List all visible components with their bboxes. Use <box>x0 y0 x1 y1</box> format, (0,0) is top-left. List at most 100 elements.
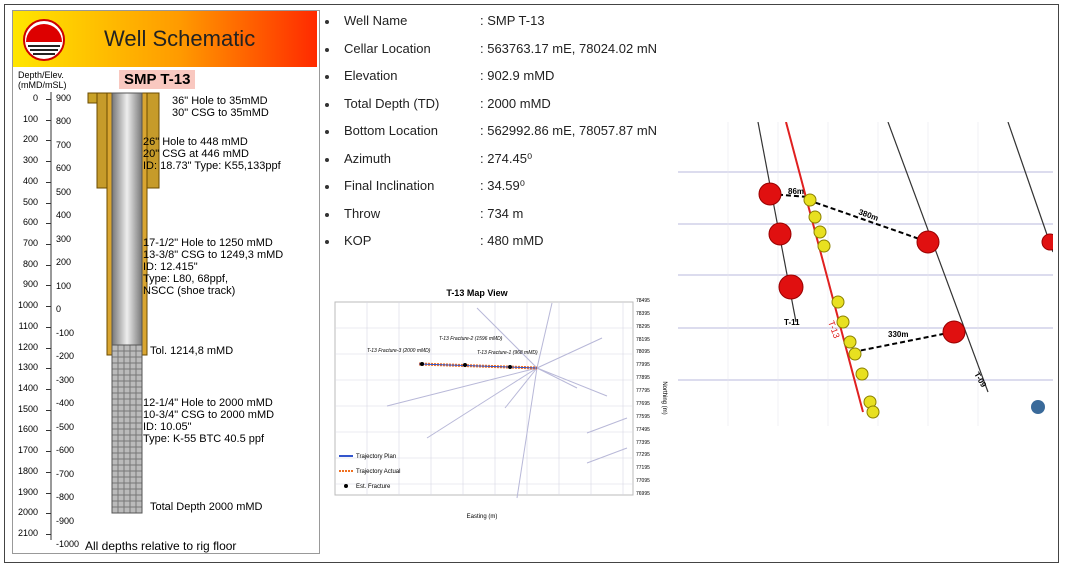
elevation-label: -700 <box>56 468 75 479</box>
trajectory-plan <box>418 363 538 369</box>
legend-label: Trajectory Actual <box>356 469 400 475</box>
elevation-label: 300 <box>56 233 72 244</box>
depth-tick <box>46 326 51 328</box>
depth-label: 2000 <box>17 507 38 518</box>
depth-label: 1700 <box>17 445 38 456</box>
map-y-tick: 76995 <box>636 491 650 497</box>
depth-tick <box>46 202 51 204</box>
bullet <box>325 130 329 134</box>
detail-value: : SMP T-13 <box>480 13 545 28</box>
map-y-tick: 77895 <box>636 375 650 382</box>
map-y-tick: 78095 <box>636 349 650 356</box>
well-name: SMP T-13 <box>119 70 196 89</box>
axis-label: Depth/Elev. (mMD/mSL) <box>18 70 67 90</box>
map-y-tick: 77295 <box>636 452 650 459</box>
fracture-label: T-13 Fracture-2 (1596 mMD) <box>439 336 503 342</box>
annotation: 26" Hole to 448 mMD <box>143 136 248 148</box>
elevation-label: 800 <box>56 116 72 127</box>
depth-label: 900 <box>22 279 38 290</box>
annotation: ID: 18.73" Type: K55,133ppf <box>143 160 281 172</box>
depth-label: 1800 <box>17 465 38 476</box>
map-y-tick: 77095 <box>636 478 650 485</box>
depth-tick <box>46 368 51 370</box>
elevation-label: -300 <box>56 374 75 385</box>
compass <box>1031 400 1045 414</box>
fracture-label: T-13 Fracture-3 (2000 mMD) <box>367 348 431 354</box>
elevation-label: 700 <box>56 139 72 150</box>
well-t13 <box>785 122 864 413</box>
depth-tick <box>46 534 51 535</box>
map-y-tick: 77395 <box>636 439 650 446</box>
depth-tick <box>46 430 51 432</box>
liner <box>111 344 143 514</box>
distance-label: 330m <box>888 330 908 339</box>
detail-label: Final Inclination <box>344 178 435 193</box>
well-label: T-11 <box>784 318 800 327</box>
footnote: All depths relative to rig floor <box>85 539 237 553</box>
depth-tick <box>46 513 51 515</box>
bullet <box>325 157 329 162</box>
elevation-label: -400 <box>56 398 75 409</box>
bullet <box>325 185 329 189</box>
map-y-tick: 78495 <box>636 298 650 304</box>
annotation: 13-3/8" CSG to 1249,3 mMD <box>143 249 284 261</box>
annotation: 10-3/4" CSG to 2000 mMD <box>143 409 275 421</box>
map-y-tick: 77595 <box>636 413 650 420</box>
depth-label: 600 <box>22 217 38 228</box>
distance-lines <box>769 193 954 353</box>
detail-value: : 274.45⁰ <box>480 150 533 166</box>
depth-label: 1600 <box>17 424 38 435</box>
depth-tick <box>46 264 51 266</box>
frame <box>4 4 1059 563</box>
elevation-label: -500 <box>56 421 75 432</box>
map-title: T-13 Map View <box>446 288 508 298</box>
well-t09 <box>887 122 989 393</box>
elevation-label: 500 <box>56 186 72 197</box>
map-y-tick: 77495 <box>636 426 650 433</box>
map-plot <box>334 301 634 496</box>
fracture-marker <box>420 362 424 366</box>
depth-label: 1900 <box>17 486 38 497</box>
elevation-label: 400 <box>56 210 72 221</box>
annotation: Total Depth 2000 mMD <box>150 501 263 513</box>
depth-tick <box>46 492 51 494</box>
depth-tick <box>46 306 51 308</box>
depth-tick <box>46 140 51 142</box>
map-y-tick: 77695 <box>636 400 650 407</box>
depth-label: 0 <box>32 93 38 103</box>
detail-label: Well Name <box>344 13 408 28</box>
map-y-tick: 78295 <box>636 323 650 330</box>
map-grid <box>335 302 633 495</box>
red-spheres <box>758 182 1053 344</box>
depth-tick <box>46 471 51 473</box>
schematic-panel <box>12 10 320 554</box>
map-y-tick: 77995 <box>636 362 650 369</box>
depth-label: 700 <box>22 238 38 248</box>
y-axis-label: Northing (m) <box>661 381 667 414</box>
axis-label-2: (mMD/mSL) <box>18 80 67 90</box>
detail-label: Throw <box>344 205 381 221</box>
annotation: ID: 12.415" <box>143 261 198 273</box>
depth-label: 1100 <box>18 320 38 331</box>
detail-value: : 902.9 mMD <box>480 68 555 83</box>
depth-tick <box>46 409 51 411</box>
elevation-label: -900 <box>56 515 75 526</box>
detail-label: Elevation <box>344 68 398 83</box>
detail-value: : 562992.86 mE, 78057.87 mN <box>480 123 658 138</box>
detail-value: : 734 m <box>480 205 524 221</box>
depth-label: 1400 <box>17 383 38 393</box>
bullet <box>325 47 329 52</box>
depth-label: 800 <box>22 258 38 269</box>
depth-label: 1500 <box>17 403 38 414</box>
fracture-marker <box>508 365 512 369</box>
depth-label: 100 <box>22 113 38 124</box>
depth-planes <box>678 171 1053 381</box>
casing-pipe <box>111 92 143 352</box>
bullet <box>325 212 329 217</box>
detail-label: Total Depth (TD) <box>344 95 440 111</box>
detail-label: Azimuth <box>344 150 391 166</box>
elevation-label: 200 <box>56 257 72 268</box>
logo <box>23 19 65 61</box>
view-3d: 86m 380m 330m T-13 T-11 T-09 <box>678 122 1053 426</box>
legend-swatch <box>344 484 348 488</box>
